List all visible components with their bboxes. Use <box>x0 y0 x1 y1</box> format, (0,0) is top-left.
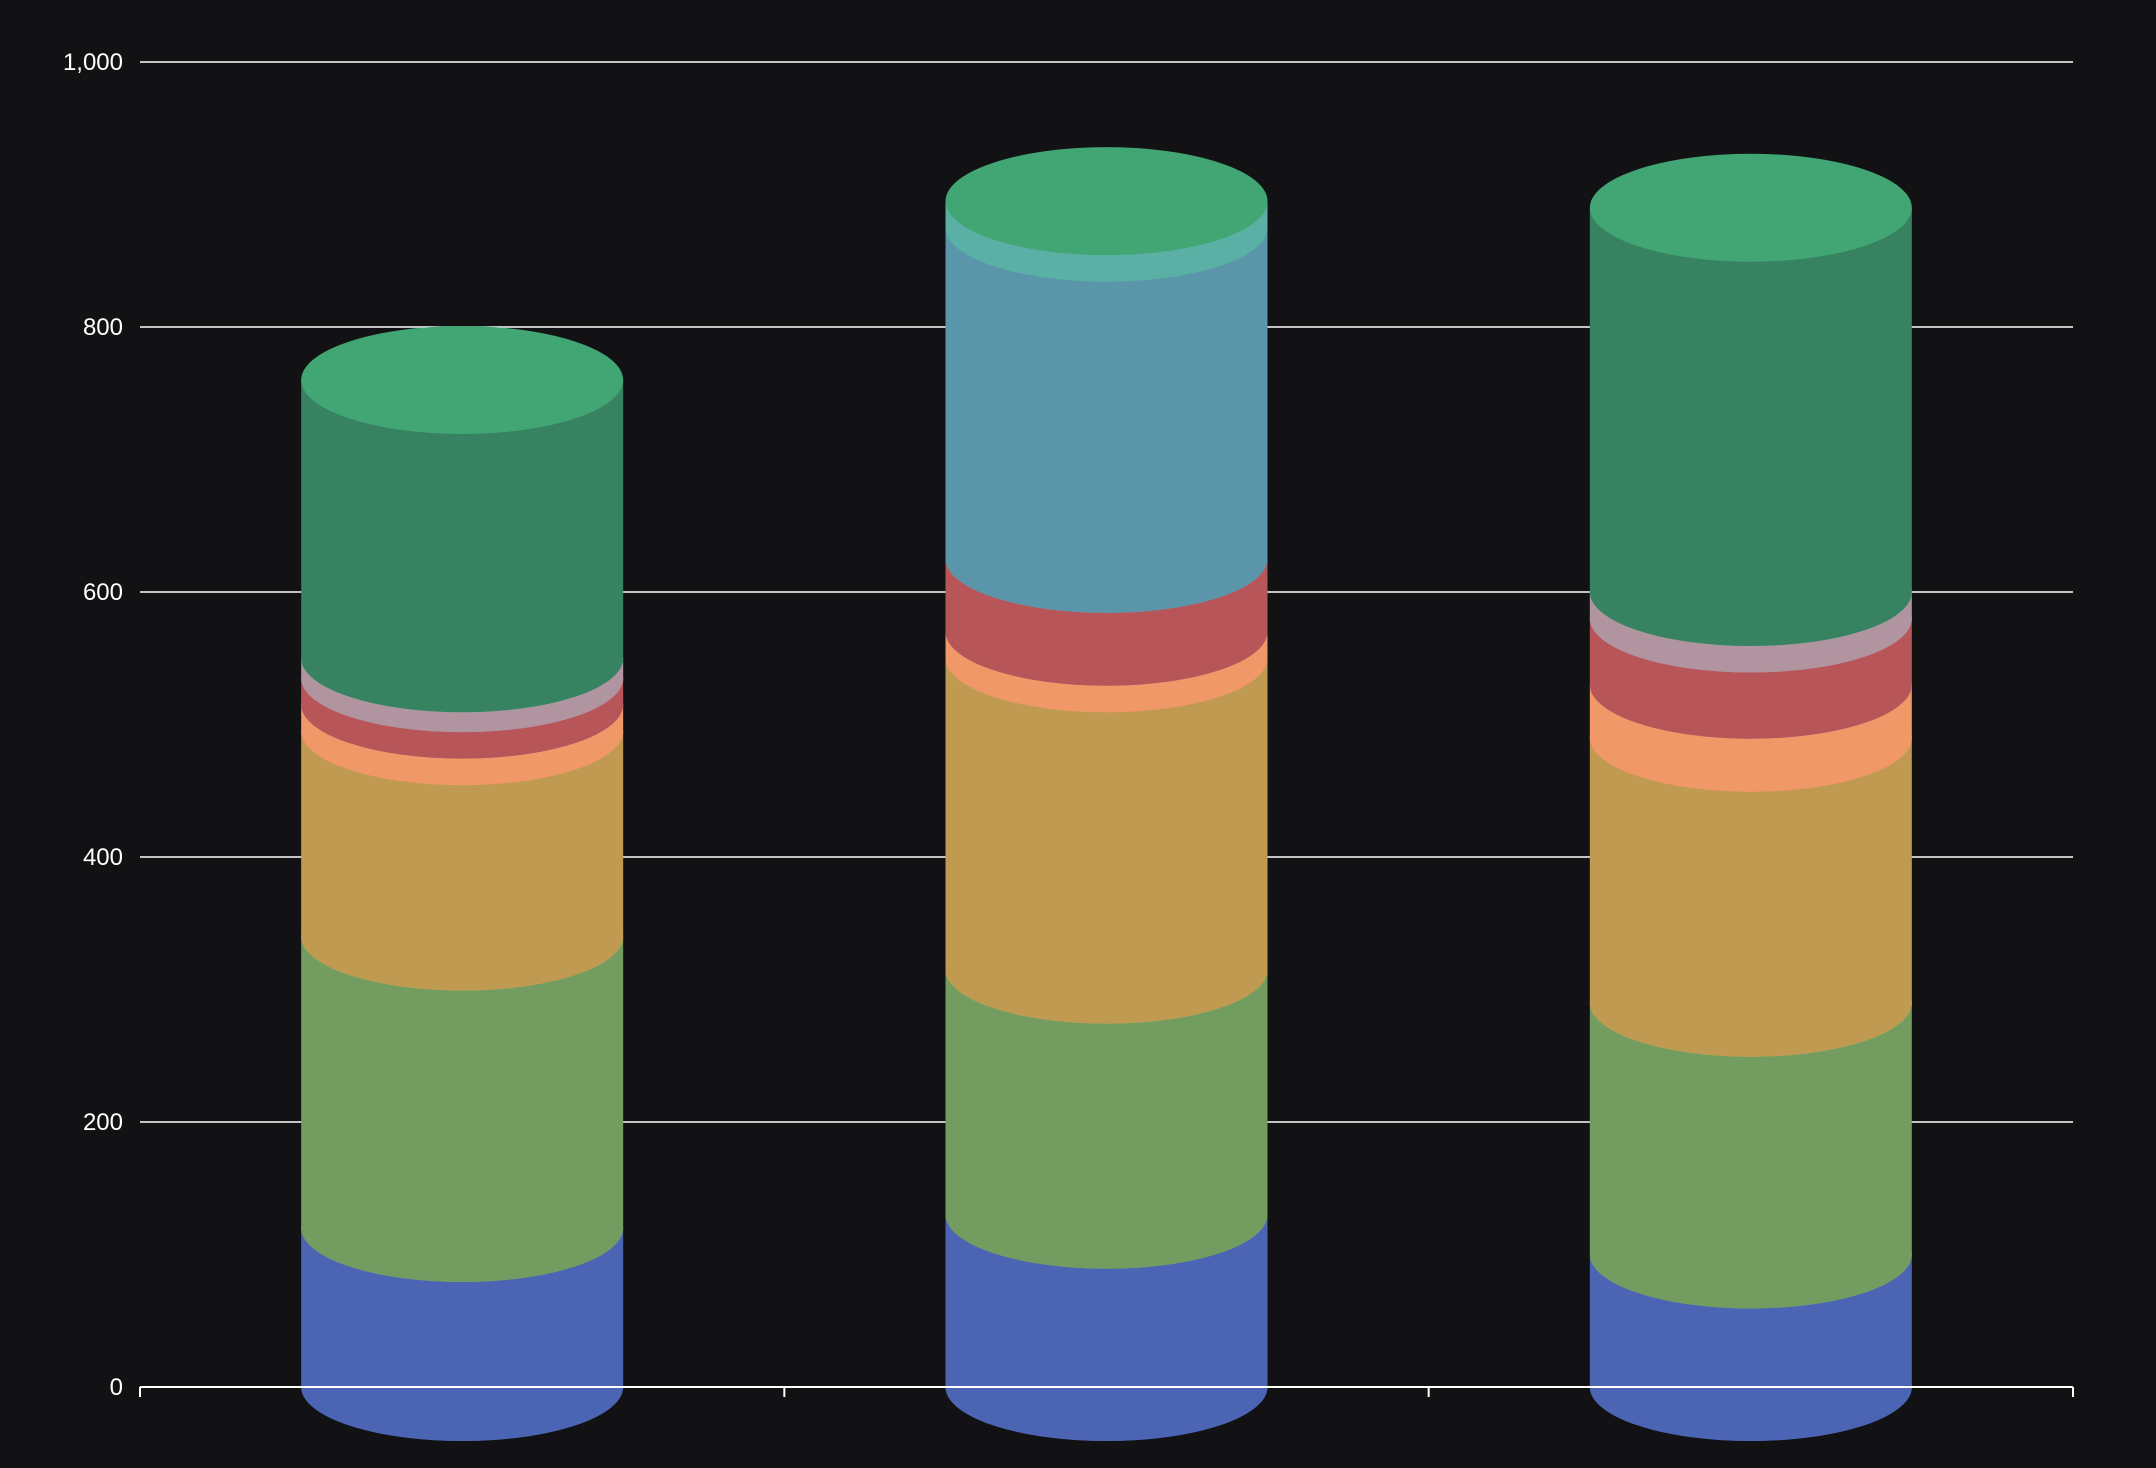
y-axis-tick-labels: 0 200 400 600 800 1,000 <box>63 49 123 1401</box>
cylinder-2 <box>945 147 1268 1441</box>
segment-body-series-2 <box>301 936 624 1282</box>
segment-body-series-8 <box>945 227 1268 613</box>
y-tick-label: 1,000 <box>63 49 123 76</box>
segment-top-series-9 <box>945 147 1268 256</box>
bars <box>301 147 1912 1441</box>
segment-body-series-2 <box>1589 1002 1912 1309</box>
segment-body-series-3 <box>301 731 624 991</box>
x-axis <box>139 1386 2074 1397</box>
y-tick-label: 400 <box>83 844 123 871</box>
segment-body-series-3 <box>1589 737 1912 1057</box>
cylinder-3 <box>1589 153 1912 1441</box>
segment-body-series-2 <box>945 969 1268 1269</box>
segment-body-series-7 <box>1589 207 1912 646</box>
segment-body-series-1 <box>945 1214 1268 1441</box>
cylinder-1 <box>301 326 624 1441</box>
segment-body-series-3 <box>945 658 1268 1024</box>
y-tick-label: 0 <box>110 1374 123 1401</box>
segment-body-series-7 <box>301 380 624 713</box>
y-tick-label: 600 <box>83 579 123 606</box>
segment-top-series-7 <box>1589 153 1912 262</box>
y-tick-label: 800 <box>83 314 123 341</box>
y-tick-label: 200 <box>83 1109 123 1136</box>
segment-top-series-7 <box>301 326 624 434</box>
